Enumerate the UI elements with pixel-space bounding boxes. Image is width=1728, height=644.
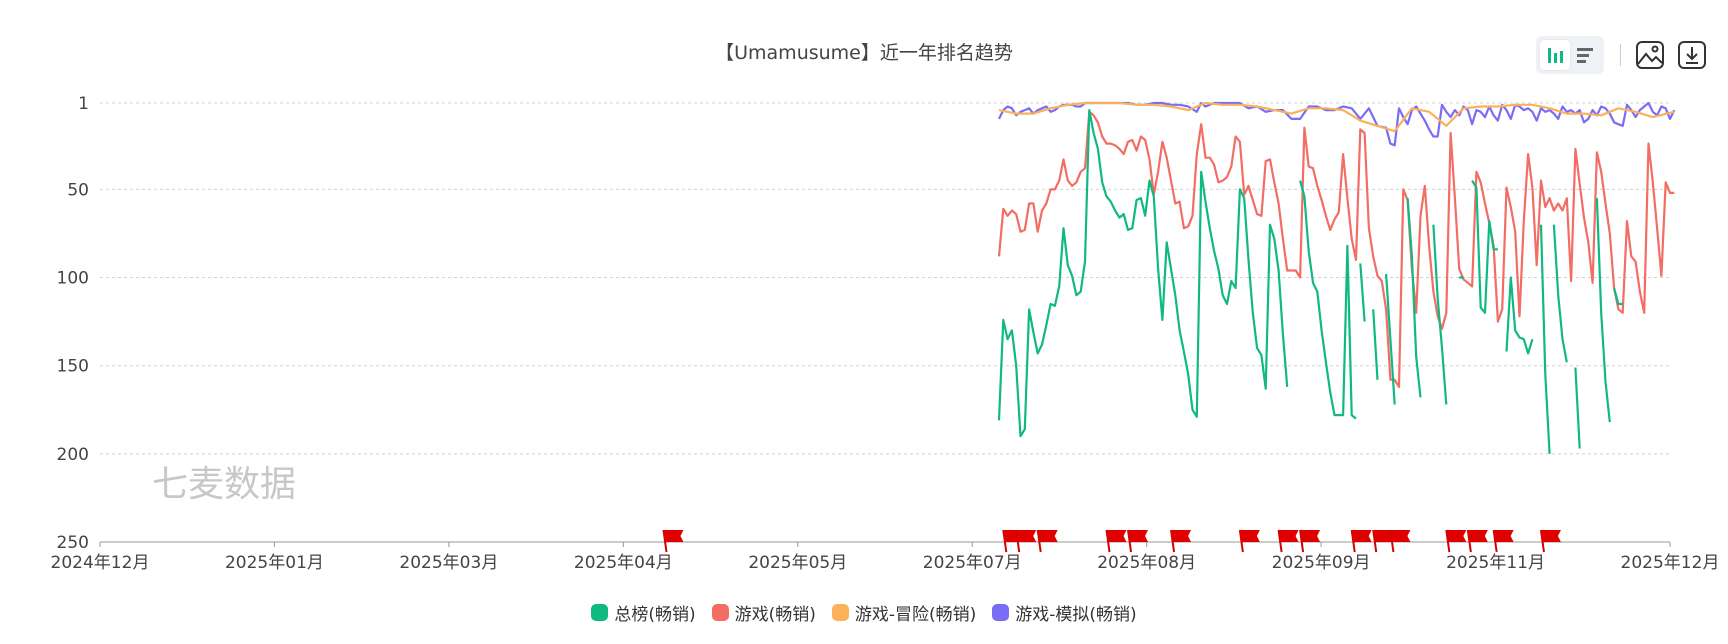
legend-label: 游戏-模拟(畅销): [1015, 605, 1137, 625]
legend-item[interactable]: 游戏-模拟(畅销): [992, 600, 1137, 625]
x-tick-label: 2025年11月: [1446, 553, 1545, 573]
download-icon[interactable]: [1675, 38, 1709, 72]
y-tick-label: 150: [57, 357, 89, 377]
chart-title: 【Umamusume】近一年排名趋势: [715, 42, 1013, 64]
legend-item[interactable]: 游戏(畅销): [711, 600, 816, 625]
bar-chart-icon[interactable]: [1540, 40, 1570, 70]
legend-swatch: [711, 604, 729, 621]
event-flag-icon[interactable]: [1127, 529, 1149, 553]
x-tick-label: 2025年04月: [574, 553, 673, 573]
x-tick-label: 2025年03月: [399, 553, 498, 573]
event-flag-icon[interactable]: [1389, 529, 1411, 553]
series-line: [998, 101, 1675, 133]
view-toggle-group: [1536, 36, 1604, 74]
image-icon[interactable]: [1633, 38, 1667, 72]
y-tick-label: 1: [78, 94, 89, 114]
x-tick-label: 2024年12月: [51, 553, 150, 573]
legend-label: 总榜(畅销): [614, 605, 696, 625]
event-flag-icon[interactable]: [1445, 529, 1467, 553]
legend-swatch: [831, 604, 849, 621]
event-flag-icon[interactable]: [1170, 529, 1192, 553]
x-tick-label: 2025年08月: [1097, 553, 1196, 573]
event-flag-icon[interactable]: [1036, 529, 1058, 553]
event-flag-icon[interactable]: [1350, 529, 1372, 553]
y-tick-label: 250: [57, 533, 89, 553]
watermark: 七麦数据: [152, 464, 296, 505]
legend-swatch: [591, 604, 609, 621]
event-flag-icon[interactable]: [1539, 529, 1561, 553]
event-flag-icon[interactable]: [662, 529, 684, 553]
chart-legend: 总榜(畅销) 游戏(畅销) 游戏-冒险(畅销) 游戏-模拟(畅销): [0, 600, 1728, 626]
legend-swatch: [992, 604, 1010, 621]
legend-label: 游戏-冒险(畅销): [854, 605, 977, 625]
event-flag-icon[interactable]: [1299, 529, 1321, 553]
series-line: [997, 109, 1623, 454]
chart-toolbar: [1536, 36, 1716, 76]
x-tick-label: 2025年05月: [748, 553, 847, 573]
event-flag-icon[interactable]: [1466, 529, 1488, 553]
x-tick-label: 2025年12月: [1621, 553, 1720, 573]
x-tick-label: 2025年07月: [923, 553, 1022, 573]
event-flag-icon[interactable]: [1372, 529, 1394, 553]
event-flag-icon[interactable]: [1492, 529, 1514, 553]
list-icon[interactable]: [1570, 40, 1600, 70]
event-flag-icon[interactable]: [1277, 529, 1299, 553]
x-tick-label: 2025年01月: [225, 553, 324, 573]
y-tick-label: 100: [57, 269, 89, 289]
toolbar-divider: [1620, 44, 1621, 66]
series-line: [997, 110, 1675, 388]
legend-item[interactable]: 总榜(畅销): [591, 600, 696, 625]
event-flag-icon[interactable]: [1105, 529, 1127, 553]
event-flag-icon[interactable]: [1238, 529, 1260, 553]
x-tick-label: 2025年09月: [1272, 553, 1371, 573]
y-tick-label: 200: [57, 445, 89, 465]
y-tick-label: 50: [67, 180, 89, 200]
legend-item[interactable]: 游戏-冒险(畅销): [831, 600, 977, 625]
event-flag-icon[interactable]: [1015, 529, 1037, 553]
legend-label: 游戏(畅销): [734, 605, 816, 625]
